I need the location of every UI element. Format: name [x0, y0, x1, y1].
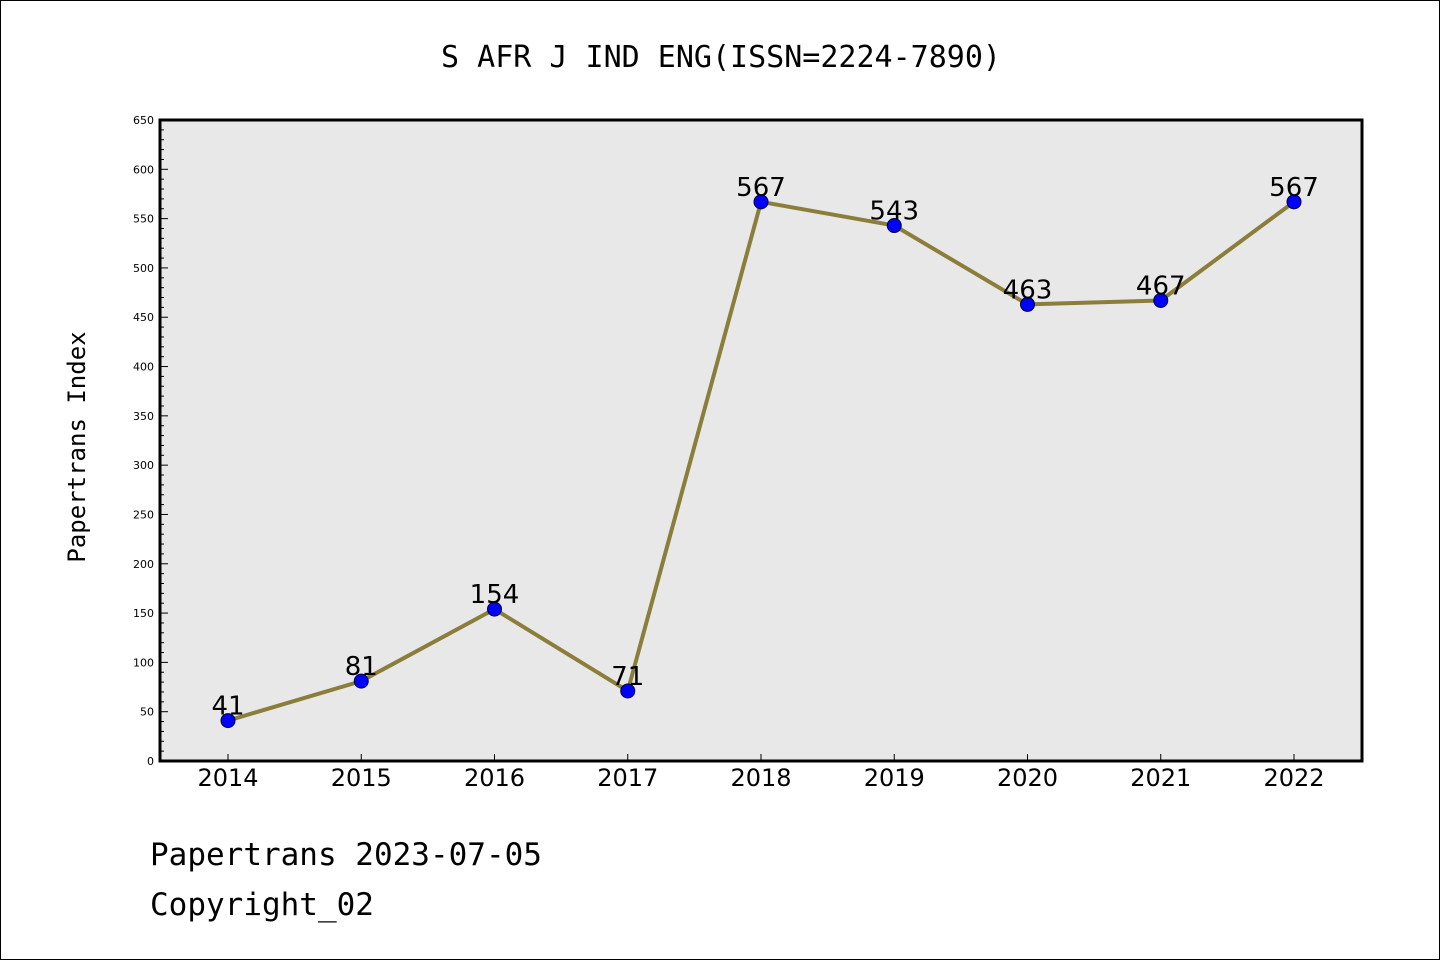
x-tick-label: 2015 [331, 764, 392, 792]
y-tick-label: 100 [133, 656, 154, 669]
data-point [487, 601, 502, 617]
data-point [220, 713, 236, 729]
data-point [886, 218, 902, 234]
y-tick-label: 500 [133, 262, 154, 275]
series-line-group: 41 81 154 71 567 543 463 467 567 [211, 173, 1319, 729]
y-axis: 0 50 100 150 200 250 300 350 400 450 500 550 600 650 [133, 114, 168, 768]
data-point [620, 683, 636, 699]
y-tick-label: 550 [133, 213, 154, 226]
y-tick-label: 250 [133, 508, 154, 521]
x-tick-label: 2022 [1263, 764, 1324, 792]
data-label: 567 [736, 173, 786, 203]
data-point [1020, 296, 1035, 312]
data-label: 81 [345, 652, 378, 682]
y-tick-label: 0 [147, 755, 154, 768]
x-tick-label: 2014 [197, 764, 258, 792]
x-tick-label: 2020 [997, 764, 1058, 792]
footer-date: Papertrans 2023-07-05 [150, 837, 542, 873]
chart-title: S AFR J IND ENG(ISSN=2224-7890) [441, 40, 1001, 75]
y-tick-label: 450 [133, 311, 154, 324]
data-label: 567 [1269, 173, 1319, 203]
y-tick-label: 50 [140, 706, 154, 719]
y-tick-label: 150 [133, 607, 154, 620]
data-label: 543 [869, 197, 919, 227]
data-label: 41 [211, 692, 244, 722]
x-tick-label: 2016 [464, 764, 525, 792]
y-tick-label: 650 [133, 114, 154, 127]
data-label: 467 [1136, 271, 1186, 301]
x-tick-label: 2019 [864, 764, 925, 792]
y-tick-label: 200 [133, 558, 154, 571]
y-tick-label: 350 [133, 410, 154, 423]
y-tick-label: 600 [133, 163, 154, 176]
x-tick-label: 2018 [730, 764, 791, 792]
data-point [1286, 194, 1302, 210]
y-tick-label: 400 [133, 361, 154, 374]
data-point [753, 194, 769, 210]
data-point [1153, 292, 1169, 308]
data-label: 154 [470, 580, 520, 610]
y-axis-label: Papertrans Index [63, 331, 91, 562]
x-axis: 2014 2015 2016 2017 2018 2019 2020 2021 2022 [197, 754, 1325, 792]
x-tick-label: 2017 [597, 764, 658, 792]
data-label: 71 [611, 662, 644, 692]
y-tick-label: 300 [133, 459, 154, 472]
x-tick-label: 2021 [1130, 764, 1191, 792]
data-point [353, 673, 369, 689]
data-label: 463 [1003, 275, 1053, 305]
plot-area [158, 118, 1364, 763]
footer-copyright: Copyright_02 [150, 887, 374, 923]
